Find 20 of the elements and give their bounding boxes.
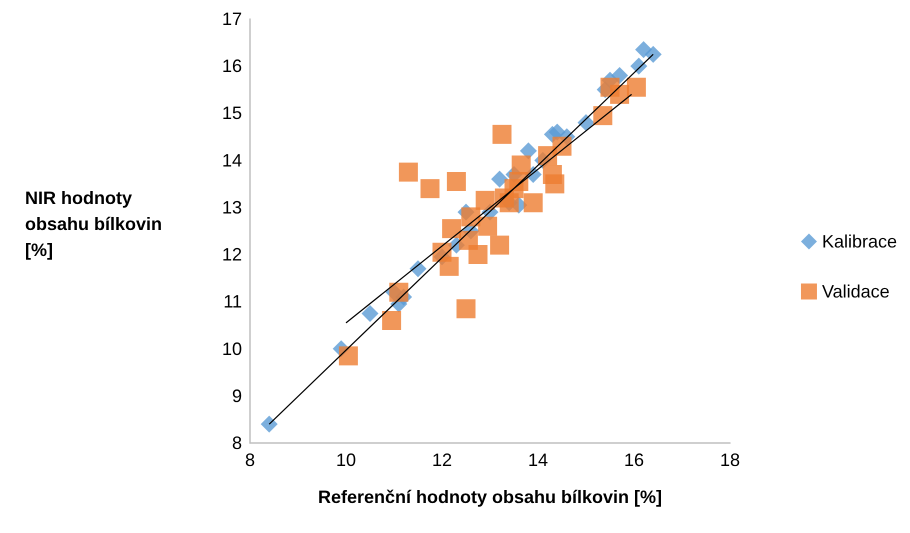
y-tick-label: 17 bbox=[222, 9, 242, 29]
x-tick-label: 14 bbox=[528, 450, 548, 470]
x-tick-label: 10 bbox=[336, 450, 356, 470]
x-tick-label: 8 bbox=[244, 450, 256, 470]
legend-label: Kalibrace bbox=[822, 232, 898, 252]
y-tick-label: 16 bbox=[222, 56, 242, 76]
y-tick-label: 12 bbox=[222, 244, 242, 265]
y-tick-label: 11 bbox=[223, 292, 242, 312]
y-tick-label: 8 bbox=[232, 433, 242, 453]
x-tick-label: 12 bbox=[432, 450, 452, 470]
x-tick-label: 18 bbox=[720, 450, 740, 470]
y-axis-title: NIR hodnoty obsahu bílkovin [%] bbox=[25, 188, 162, 260]
legend-label: Validace bbox=[822, 282, 890, 302]
y-tick-label: 10 bbox=[222, 338, 242, 359]
y-tick-label: 13 bbox=[222, 197, 242, 218]
x-axis-title: Referenční hodnoty obsahu bílkovin [%] bbox=[318, 487, 662, 507]
x-tick-label: 16 bbox=[624, 450, 644, 470]
y-tick-label: 15 bbox=[222, 103, 242, 124]
y-tick-label: 9 bbox=[232, 386, 242, 406]
y-tick-label: 14 bbox=[222, 150, 242, 170]
